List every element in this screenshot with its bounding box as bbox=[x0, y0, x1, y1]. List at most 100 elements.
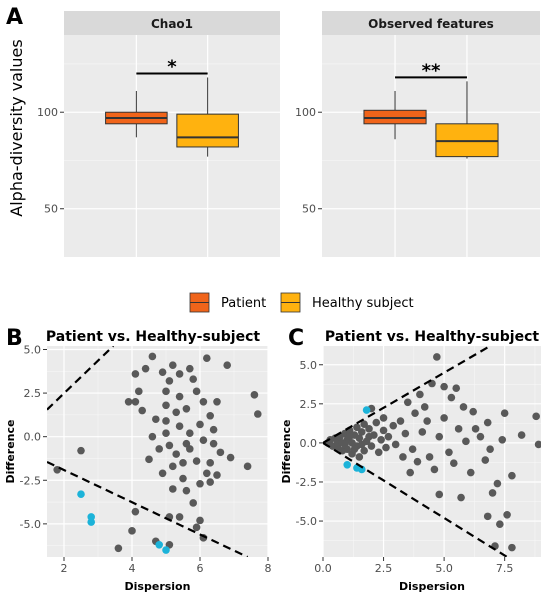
highlighted-point bbox=[162, 546, 170, 554]
data-point bbox=[534, 440, 541, 449]
y-axis-title: Alpha-diversity values bbox=[7, 39, 26, 216]
data-point bbox=[165, 377, 174, 385]
data-point bbox=[162, 429, 170, 437]
data-point bbox=[355, 453, 364, 461]
data-point bbox=[488, 489, 497, 497]
data-point bbox=[172, 450, 180, 458]
data-point bbox=[350, 445, 359, 453]
data-point bbox=[452, 384, 461, 393]
data-point bbox=[447, 393, 456, 402]
data-point bbox=[532, 412, 540, 421]
data-point bbox=[418, 428, 427, 436]
panel-label-c: C bbox=[288, 326, 304, 351]
x-axis-title: Dispersion bbox=[399, 580, 465, 593]
data-point bbox=[243, 462, 252, 471]
data-point bbox=[175, 513, 184, 521]
panel-background bbox=[322, 35, 540, 257]
data-point bbox=[498, 435, 507, 444]
data-point bbox=[169, 485, 177, 493]
data-point bbox=[131, 507, 140, 516]
data-point bbox=[114, 544, 123, 553]
data-point bbox=[131, 398, 140, 406]
data-point bbox=[148, 432, 157, 441]
data-point bbox=[462, 437, 470, 446]
highlighted-point bbox=[357, 465, 366, 474]
data-point bbox=[486, 445, 494, 453]
facet-strip-label: Observed features bbox=[368, 17, 494, 31]
data-point bbox=[186, 429, 194, 437]
data-point bbox=[416, 390, 424, 399]
data-point bbox=[483, 512, 492, 521]
y-tick-label: -2.5 bbox=[20, 474, 41, 487]
data-point bbox=[158, 469, 167, 478]
data-point bbox=[357, 440, 366, 449]
boxplot-observed-features: Observed features 50 100 ** bbox=[295, 11, 540, 257]
data-point bbox=[365, 432, 373, 441]
data-point bbox=[483, 418, 492, 427]
x-tick-label: 6 bbox=[197, 562, 204, 575]
data-point bbox=[135, 387, 143, 396]
data-point bbox=[182, 404, 191, 413]
data-point bbox=[517, 431, 526, 439]
x-tick-label: 5.0 bbox=[435, 562, 453, 575]
y-tick-label: 100 bbox=[37, 106, 58, 119]
data-point bbox=[192, 387, 201, 396]
data-point bbox=[182, 439, 191, 448]
y-tick-label: 50 bbox=[44, 203, 58, 216]
data-point bbox=[186, 364, 194, 373]
data-point bbox=[209, 439, 218, 448]
data-point bbox=[199, 436, 208, 444]
data-point bbox=[357, 428, 366, 436]
scatter-content bbox=[323, 346, 541, 557]
data-point bbox=[413, 457, 422, 466]
data-point bbox=[384, 432, 393, 441]
y-tick-label: -2.5 bbox=[296, 476, 317, 489]
data-point bbox=[469, 407, 477, 416]
data-point bbox=[408, 445, 417, 453]
data-point bbox=[250, 391, 259, 399]
data-point bbox=[138, 406, 146, 415]
y-tick-label: 100 bbox=[295, 106, 316, 119]
data-point bbox=[158, 368, 167, 376]
data-point bbox=[206, 411, 214, 420]
data-point bbox=[189, 499, 197, 507]
legend: Patient Healthy subject bbox=[189, 292, 414, 313]
data-point bbox=[175, 370, 184, 378]
data-point bbox=[389, 421, 398, 430]
data-point bbox=[508, 543, 516, 552]
highlighted-point bbox=[87, 518, 95, 526]
data-point bbox=[124, 398, 133, 406]
y-axis-title: Difference bbox=[4, 420, 17, 484]
data-point bbox=[360, 446, 368, 455]
significance-marker: ** bbox=[422, 60, 441, 81]
data-point bbox=[169, 361, 177, 369]
highlighted-point bbox=[77, 490, 85, 499]
highlighted-point bbox=[343, 460, 352, 469]
data-point bbox=[457, 493, 465, 502]
x-tick-label: 2 bbox=[61, 562, 68, 575]
data-point bbox=[223, 361, 231, 369]
data-point bbox=[206, 478, 214, 486]
data-point bbox=[450, 459, 458, 468]
data-point bbox=[253, 410, 262, 418]
data-point bbox=[196, 516, 204, 525]
data-point bbox=[179, 459, 187, 467]
data-point bbox=[503, 511, 511, 519]
facet-strip bbox=[322, 11, 540, 35]
data-point bbox=[466, 468, 475, 477]
data-point bbox=[374, 448, 383, 457]
data-point bbox=[196, 420, 204, 429]
x-tick-label: 7.5 bbox=[496, 562, 514, 575]
facet-strip bbox=[64, 11, 280, 35]
data-point bbox=[440, 382, 448, 391]
x-tick-label: 0.0 bbox=[314, 562, 332, 575]
data-point bbox=[345, 432, 354, 441]
data-point bbox=[476, 432, 485, 441]
data-point bbox=[377, 435, 385, 444]
data-point bbox=[430, 465, 439, 474]
data-point bbox=[192, 457, 201, 465]
data-point bbox=[391, 440, 400, 449]
panel-label-b: B bbox=[6, 326, 23, 351]
data-point bbox=[165, 441, 174, 450]
x-axis-title: Dispersion bbox=[125, 580, 191, 593]
